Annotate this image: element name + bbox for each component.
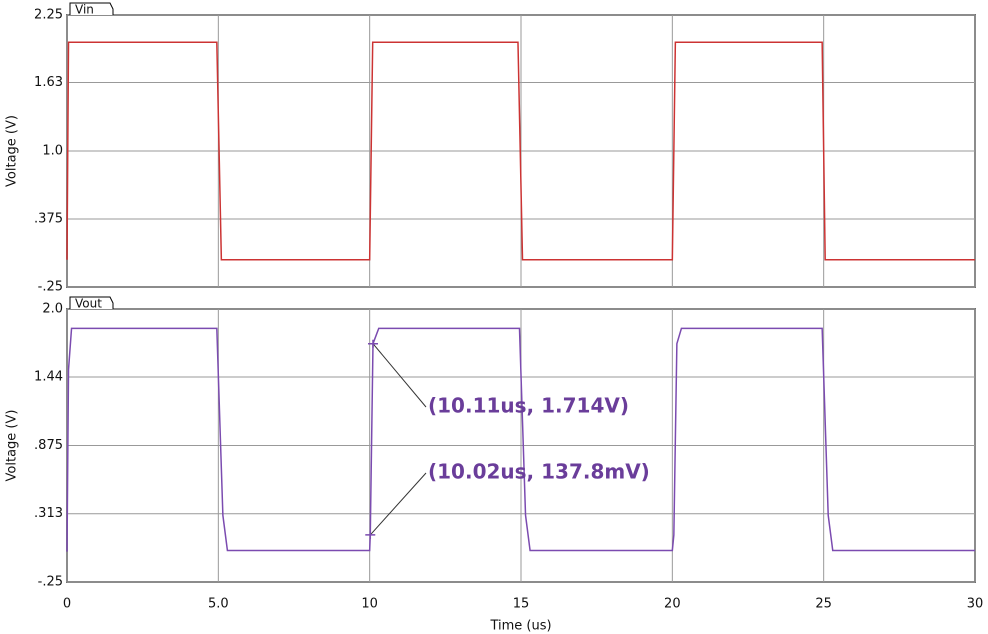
legend-entry: Vin (75, 3, 94, 17)
legend-entry: Vout (75, 297, 102, 311)
y-tick-label: 1.63 (34, 75, 63, 90)
trace (66, 327, 975, 552)
x-tick-label: 30 (967, 597, 984, 612)
x-tick-label: 25 (815, 597, 832, 612)
y-tick-label: .875 (34, 438, 63, 453)
x-tick-label: 0 (63, 597, 71, 612)
y-tick-label: .313 (34, 506, 63, 521)
trace (66, 41, 975, 261)
trace-tab (69, 2, 114, 15)
x-tick-label: 15 (513, 597, 530, 612)
y-axis-label: Voltage (V) (5, 115, 20, 187)
x-tick-label: 10 (361, 597, 378, 612)
x-tick-label: 5.0 (208, 597, 229, 612)
annotation: (10.02us, 137.8mV) (428, 460, 650, 484)
annotation: (10.11us, 1.714V) (428, 394, 629, 418)
annotation-arrow (372, 343, 427, 408)
annotation-marker (367, 339, 378, 348)
y-tick-label: 2.25 (34, 8, 63, 23)
y-tick-label: 1.0 (42, 144, 63, 159)
y-tick-label: 2.0 (42, 302, 63, 317)
annotation-arrow (369, 472, 427, 536)
y-axis-label: Voltage (V) (5, 410, 20, 482)
x-tick-label: 20 (664, 597, 681, 612)
y-tick-label: 1.44 (34, 369, 63, 384)
y-tick-label: -.25 (38, 575, 63, 590)
y-tick-label: .375 (34, 212, 63, 227)
y-tick-label: -.25 (38, 280, 63, 295)
annotation-marker (365, 530, 376, 539)
trace-tab (69, 296, 114, 309)
x-axis-label: Time (us) (489, 619, 551, 634)
